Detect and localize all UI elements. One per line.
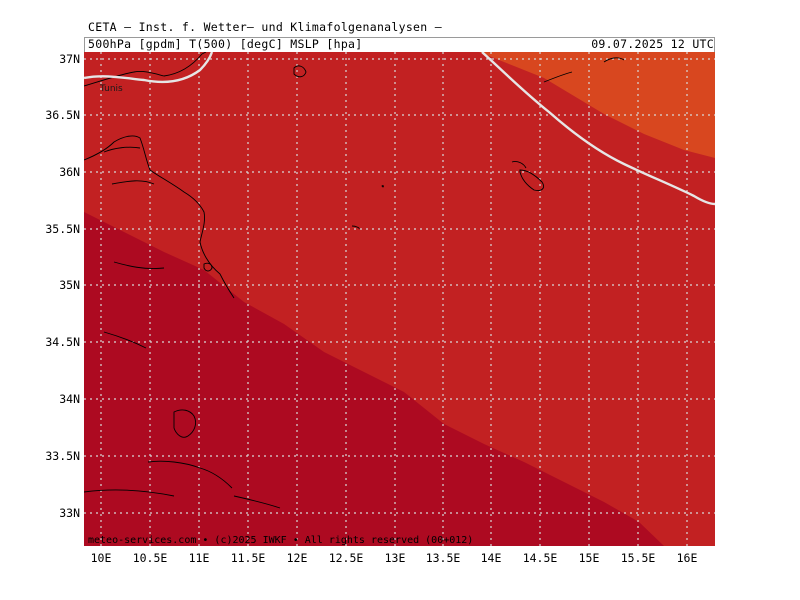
lon-label-12-5e: 12.5E: [328, 551, 364, 565]
lon-label-15-5e: 15.5E: [620, 551, 656, 565]
temp-band-dark: [84, 212, 664, 546]
lon-label-10-5e: 10.5E: [132, 551, 168, 565]
lat-label-34n: 34N: [59, 392, 80, 406]
weather-map: Tunis: [84, 52, 715, 546]
temp-band-warm: [479, 52, 715, 158]
title-line-1: CETA – Inst. f. Wetter– und Klimafolgena…: [88, 20, 442, 34]
lon-label-14-5e: 14.5E: [522, 551, 558, 565]
grid-lines: [84, 52, 715, 546]
lat-label-36n: 36N: [59, 165, 80, 179]
lon-label-15e: 15E: [578, 551, 600, 565]
title-line-2: 500hPa [gpdm] T(500) [degC] MSLP [hpa]: [88, 37, 363, 51]
lat-label-37n: 37N: [59, 52, 80, 66]
lat-label-35n: 35N: [59, 278, 80, 292]
lat-label-33n: 33N: [59, 506, 80, 520]
lat-label-35-5n: 35.5N: [45, 222, 80, 236]
lon-label-13-5e: 13.5E: [425, 551, 461, 565]
lon-label-11-5e: 11.5E: [230, 551, 266, 565]
lon-label-14e: 14E: [480, 551, 502, 565]
contour-lines: [84, 52, 715, 206]
lon-label-12e: 12E: [286, 551, 308, 565]
lat-label-34-5n: 34.5N: [45, 335, 80, 349]
lon-label-13e: 13E: [384, 551, 406, 565]
lon-label-11e: 11E: [188, 551, 210, 565]
valid-time: 09.07.2025 12 UTC: [591, 37, 714, 51]
footer-credit: meteo-services.com • (c)2025 IWKF • All …: [88, 535, 474, 546]
subtitle-box: [84, 37, 715, 52]
lat-label-33-5n: 33.5N: [45, 449, 80, 463]
lat-label-36-5n: 36.5N: [45, 108, 80, 122]
coastline: [84, 52, 625, 509]
lon-label-16e: 16E: [676, 551, 698, 565]
lon-label-10e: 10E: [90, 551, 112, 565]
place-label-tunis: Tunis: [99, 84, 123, 94]
